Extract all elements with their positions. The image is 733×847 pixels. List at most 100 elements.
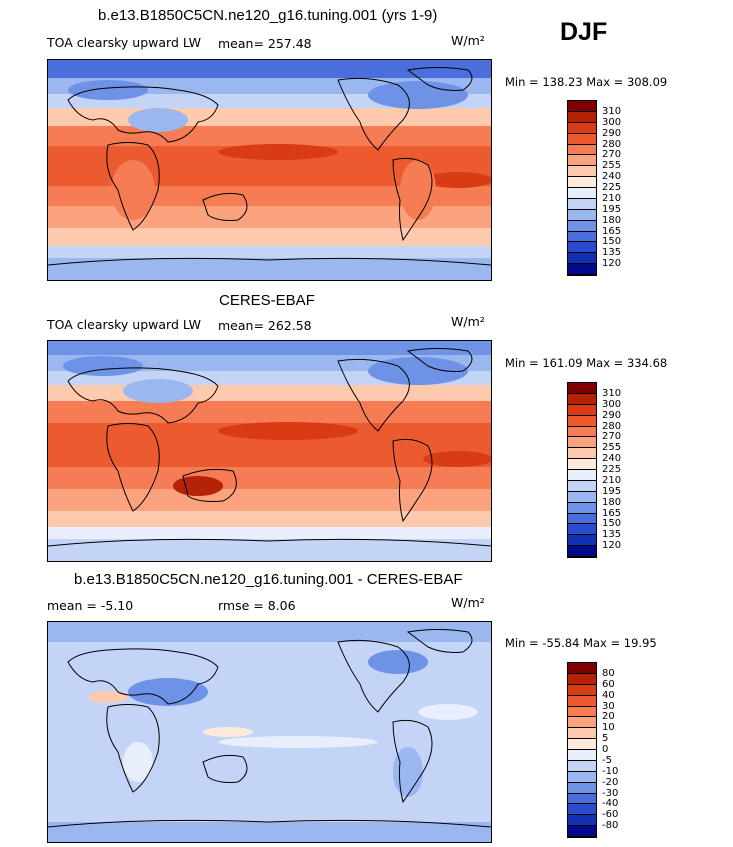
colorbar-level-label: 120 xyxy=(602,540,622,552)
colorbar-swatch xyxy=(568,760,596,772)
panel-units-model: W/m² xyxy=(451,33,485,48)
colorbar-swatch xyxy=(568,415,596,427)
colorbar-level-label: 10 xyxy=(602,722,615,734)
colorbar-obs: 310 300 290 280 270 255 240 225 210 195 180 165 150 1… xyxy=(567,382,621,558)
colorbar-swatch xyxy=(568,728,596,740)
colorbar-swatch xyxy=(568,782,596,794)
colorbar-swatch xyxy=(568,771,596,783)
colorbar-swatch xyxy=(568,459,596,470)
colorbar-swatch xyxy=(568,706,596,718)
colorbar-level-label: 240 xyxy=(602,453,622,465)
colorbar-level-label: -30 xyxy=(602,787,619,799)
colorbar-swatch xyxy=(568,491,596,503)
colorbar-swatch xyxy=(568,166,596,178)
panel-rmse-diff: rmse = 8.06 xyxy=(218,598,296,613)
colorbar-level-label: 0 xyxy=(602,744,609,755)
panel-variable-obs: TOA clearsky upward LW xyxy=(47,317,202,332)
colorbar-swatch xyxy=(568,663,596,674)
colorbar-swatch xyxy=(568,101,596,112)
colorbar-level-label: 310 xyxy=(602,105,622,117)
colorbar-swatch xyxy=(568,122,596,134)
colorbar-level-label: 310 xyxy=(602,387,622,399)
colorbar-level-label: 290 xyxy=(602,127,622,139)
colorbar-level-label: 255 xyxy=(602,442,622,454)
colorbar-level-label: -20 xyxy=(602,776,619,788)
colorbar-level-label: 165 xyxy=(602,225,622,237)
colorbar-level-label: 225 xyxy=(602,464,622,475)
colorbar-swatch xyxy=(568,437,596,449)
colorbar-level-label: -60 xyxy=(602,809,619,821)
colorbar-level-label: 240 xyxy=(602,171,622,183)
colorbar-swatch xyxy=(568,264,596,275)
colorbar-swatch xyxy=(568,546,596,557)
panel-mean-model: mean= 257.48 xyxy=(218,36,312,51)
colorbar-level-label: 280 xyxy=(602,420,622,432)
colorbar-swatch xyxy=(568,695,596,707)
map-obs xyxy=(47,340,492,562)
colorbar-level-label: 300 xyxy=(602,398,622,410)
colorbar-swatch xyxy=(568,750,596,761)
colorbar-swatch xyxy=(568,393,596,405)
colorbar-level-label: 20 xyxy=(602,711,615,723)
panel-units-diff: W/m² xyxy=(451,595,485,610)
colorbar-level-label: 225 xyxy=(602,182,622,193)
colorbar-level-label: 280 xyxy=(602,138,622,150)
colorbar-level-label: 180 xyxy=(602,496,622,508)
panel-units-obs: W/m² xyxy=(451,314,485,329)
colorbar-swatch xyxy=(568,684,596,696)
colorbar-level-label: 40 xyxy=(602,689,615,701)
colorbar-swatch xyxy=(568,513,596,525)
panel-minmax-model: Min = 138.23 Max = 308.09 xyxy=(505,75,668,89)
colorbar-swatch xyxy=(568,524,596,536)
colorbar-level-label: 30 xyxy=(602,700,615,712)
panel-minmax-obs: Min = 161.09 Max = 334.68 xyxy=(505,356,668,370)
colorbar-level-label: 135 xyxy=(602,529,622,541)
map-diff-field xyxy=(48,622,491,842)
colorbar-swatch xyxy=(568,717,596,729)
colorbar-swatch xyxy=(568,804,596,816)
colorbar-level-label: -80 xyxy=(602,820,619,832)
colorbar-level-label: 165 xyxy=(602,507,622,519)
colorbar-swatch xyxy=(568,404,596,416)
colorbar-level-label: 210 xyxy=(602,474,622,486)
colorbar-diff: 80 60 40 30 20 10 5 0 -5 -10 -20 -30 -40 -60 -80 xyxy=(567,662,618,838)
map-obs-field xyxy=(48,341,491,561)
colorbar-swatch xyxy=(568,209,596,221)
colorbar-level-label: 150 xyxy=(602,518,622,530)
colorbar-level-label: 195 xyxy=(602,203,622,215)
colorbar-level-label: 135 xyxy=(602,247,622,259)
colorbar-level-label: 120 xyxy=(602,258,622,270)
season-label: DJF xyxy=(560,18,608,46)
map-model-field xyxy=(48,60,491,280)
colorbar-swatch xyxy=(568,242,596,254)
colorbar-swatch xyxy=(568,188,596,199)
colorbar-swatch xyxy=(568,231,596,243)
colorbar-swatch xyxy=(568,793,596,805)
colorbar-level-label: 195 xyxy=(602,485,622,497)
colorbar-swatch xyxy=(568,220,596,232)
map-diff xyxy=(47,621,492,843)
colorbar-swatch xyxy=(568,535,596,547)
colorbar-model: 310 300 290 280 270 255 240 225 210 195 180 165 150 1… xyxy=(567,100,621,276)
colorbar-swatch xyxy=(568,111,596,123)
colorbar-swatch xyxy=(568,426,596,438)
panel-mean-diff: mean = -5.10 xyxy=(47,598,134,613)
colorbar-swatch xyxy=(568,826,596,837)
colorbar-level-label: 210 xyxy=(602,192,622,204)
colorbar-level-label: 270 xyxy=(602,149,622,161)
panel-title-model: b.e13.B1850C5CN.ne120_g16.tuning.001 (yr… xyxy=(98,7,438,24)
colorbar-swatch xyxy=(568,502,596,514)
colorbar-level-label: -10 xyxy=(602,765,619,777)
colorbar-level-label: 270 xyxy=(602,431,622,443)
colorbar-level-label: 150 xyxy=(602,236,622,248)
panel-title-diff: b.e13.B1850C5CN.ne120_g16.tuning.001 - C… xyxy=(74,571,463,588)
panel-title-obs: CERES-EBAF xyxy=(219,292,315,309)
colorbar-swatch xyxy=(568,480,596,492)
colorbar-level-label: -5 xyxy=(602,754,612,766)
colorbar-swatch xyxy=(568,177,596,188)
colorbar-level-label: 255 xyxy=(602,160,622,172)
colorbar-swatch xyxy=(568,133,596,145)
colorbar-level-label: 5 xyxy=(602,733,609,745)
colorbar-swatch xyxy=(568,673,596,685)
colorbar-level-label: 290 xyxy=(602,409,622,421)
